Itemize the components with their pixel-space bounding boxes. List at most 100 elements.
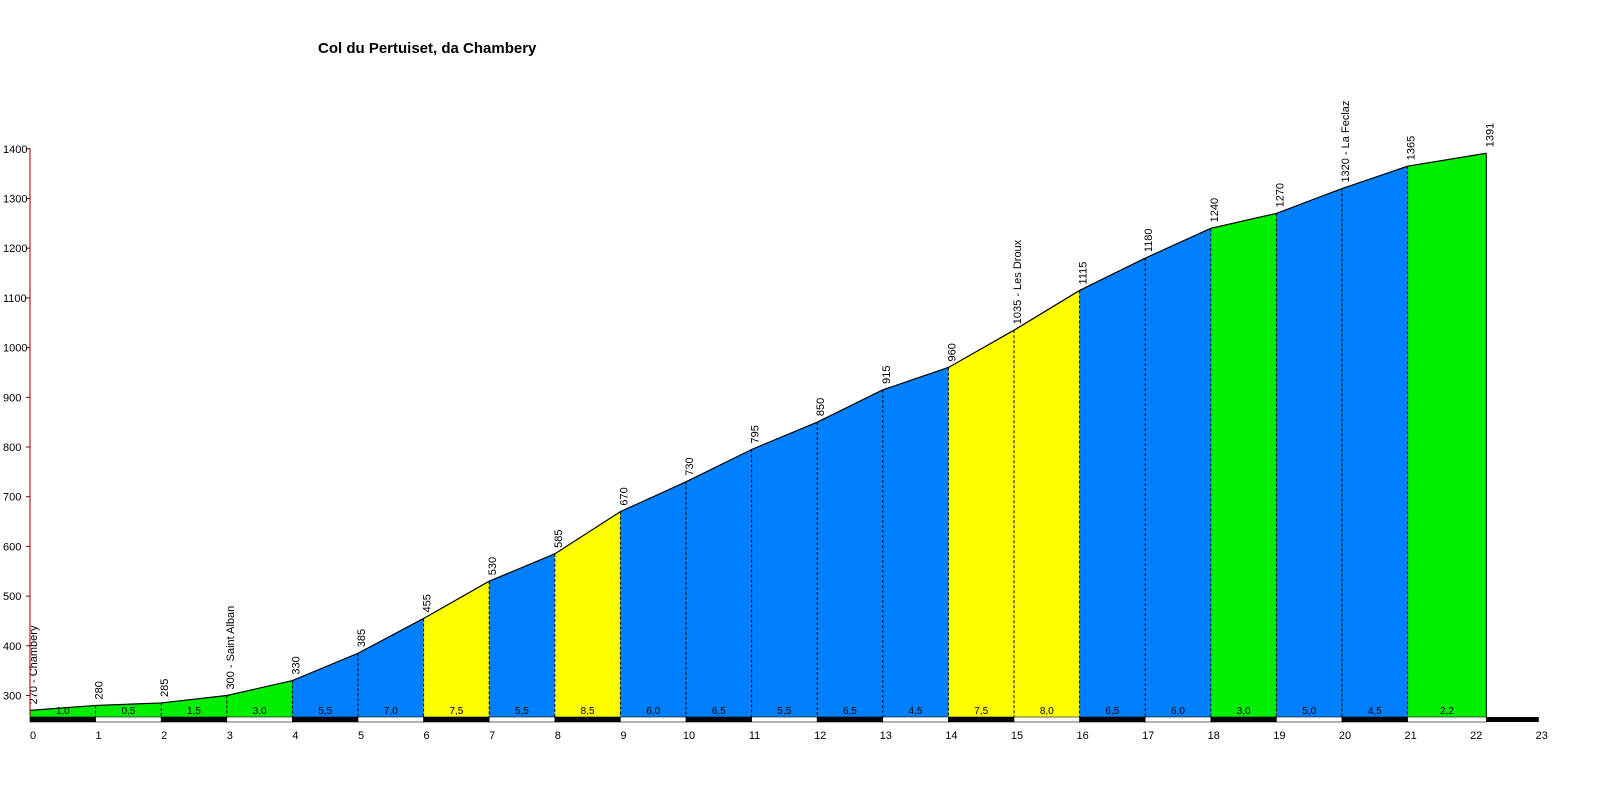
- profile-segment: [161, 695, 227, 717]
- altitude-label: 730: [684, 457, 696, 475]
- gradient-label: 6,0: [646, 706, 660, 717]
- y-tick-label: 1000: [3, 343, 27, 355]
- x-tick-label: 2: [161, 730, 167, 742]
- profile-segment: [554, 511, 621, 717]
- x-tick-label: 13: [880, 730, 892, 742]
- gradient-label: 5,5: [318, 706, 332, 717]
- x-tick-label: 5: [358, 730, 364, 742]
- km-bar-block: [292, 716, 359, 723]
- y-tick-label: 600: [3, 541, 21, 553]
- gradient-label: 4,5: [1368, 706, 1382, 717]
- altitude-label: 960: [946, 343, 958, 361]
- km-bar: [29, 716, 1539, 723]
- gradient-label: 0,5: [121, 706, 135, 717]
- x-tick-label: 15: [1011, 730, 1023, 742]
- x-tick-label: 9: [620, 730, 626, 742]
- x-tick-label: 8: [555, 730, 561, 742]
- profile-segment: [882, 367, 949, 717]
- x-tick-label: 20: [1339, 730, 1351, 742]
- altitude-label: 1240: [1209, 198, 1221, 222]
- chart-title: Col du Pertuiset, da Chambery: [318, 40, 537, 57]
- gradient-label: 6,5: [1105, 706, 1119, 717]
- gradient-label: 7,5: [974, 706, 988, 717]
- gradient-label: 6,5: [843, 706, 857, 717]
- km-bar-block: [1079, 716, 1146, 723]
- km-bar-block: [160, 716, 228, 723]
- altitude-label: 385: [356, 629, 368, 647]
- profile-segment: [1276, 188, 1342, 717]
- x-tick-label: 1: [96, 730, 102, 742]
- altitude-label: 1035 - Les Droux: [1012, 239, 1024, 324]
- y-tick-label: 1100: [3, 293, 27, 305]
- profile-segment: [751, 422, 818, 717]
- km-bar-block: [1407, 716, 1487, 723]
- profile-segment: [1014, 290, 1080, 717]
- x-tick-label: 21: [1404, 730, 1416, 742]
- km-bar-block: [1276, 716, 1343, 723]
- altitude-labels: 270 - Chambery 280 285 300 - Saint Alban 330…: [28, 101, 1496, 705]
- altitude-label: 280: [94, 681, 106, 699]
- gradient-label: 1,5: [187, 706, 201, 717]
- axes: 3004005006007008009001000110012001300140…: [3, 144, 1548, 742]
- altitude-label: 330: [290, 656, 302, 674]
- x-tick-label: 11: [749, 730, 760, 742]
- altitude-label: 1391: [1484, 123, 1496, 147]
- gradient-label: 7,5: [449, 706, 463, 717]
- x-tick-label: 18: [1208, 730, 1220, 742]
- altitude-label: 670: [618, 487, 630, 505]
- altitude-label: 455: [422, 594, 434, 612]
- gradient-label: 4,5: [909, 706, 923, 717]
- altitude-label: 585: [553, 529, 565, 547]
- gradient-label: 5,5: [777, 706, 791, 717]
- altitude-label: 1365: [1406, 136, 1418, 160]
- profile-segment: [423, 581, 490, 717]
- profile-segment: [1145, 228, 1211, 717]
- km-bar-block: [1341, 716, 1408, 723]
- altitude-label: 285: [159, 679, 171, 697]
- gradient-label: 6,0: [1171, 706, 1185, 717]
- km-bar-block: [29, 716, 96, 723]
- gradient-label: 7,0: [384, 706, 398, 717]
- profile-segment: [489, 553, 555, 717]
- altitude-label: 1180: [1143, 228, 1155, 252]
- km-bar-block: [357, 716, 424, 723]
- profile-segment: [292, 653, 358, 717]
- profile-segment: [226, 680, 293, 717]
- km-bar-block: [95, 716, 162, 723]
- x-tick-label: 10: [683, 730, 695, 742]
- x-tick-label: 12: [814, 730, 826, 742]
- y-tick-label: 700: [3, 492, 21, 504]
- km-bar-block: [816, 716, 884, 723]
- km-bar-block: [1013, 716, 1080, 723]
- km-bar-block: [554, 716, 621, 723]
- profile-segment: [620, 481, 686, 717]
- gradient-label: 1,0: [56, 706, 70, 717]
- km-bar-block: [685, 716, 752, 723]
- altitude-label: 1115: [1078, 262, 1090, 285]
- altitude-label: 850: [815, 398, 827, 416]
- x-tick-label: 0: [30, 730, 36, 742]
- x-tick-label: 22: [1470, 730, 1482, 742]
- gradient-label: 2,2: [1440, 706, 1454, 717]
- y-tick-label: 400: [3, 641, 21, 653]
- y-tick-label: 1400: [3, 144, 27, 156]
- km-bar-block: [488, 716, 556, 723]
- km-bar-block: [948, 716, 1015, 723]
- gradient-label: 3,0: [253, 706, 267, 717]
- profile-segment: [948, 330, 1014, 717]
- profile-segment: [686, 449, 752, 717]
- y-tick-label: 500: [3, 591, 21, 603]
- km-bar-block: [226, 716, 293, 723]
- km-bar-block: [882, 716, 949, 723]
- altitude-label: 915: [881, 365, 893, 383]
- profile-segment: [817, 389, 883, 717]
- gradient-label: 5,5: [515, 706, 529, 717]
- profile-segment: [1210, 213, 1277, 717]
- x-tick-label: 3: [227, 730, 233, 742]
- y-tick-label: 800: [3, 442, 21, 454]
- profile-line: [29, 152, 1487, 712]
- gradient-label: 5,0: [1302, 706, 1316, 717]
- x-tick-label: 19: [1273, 730, 1285, 742]
- x-tick-label: 16: [1076, 730, 1088, 742]
